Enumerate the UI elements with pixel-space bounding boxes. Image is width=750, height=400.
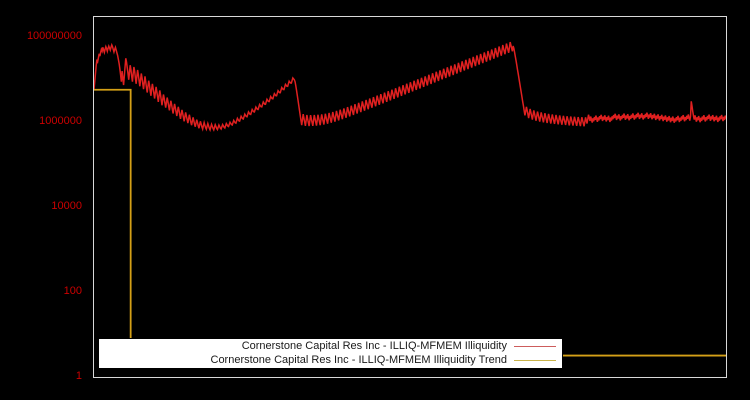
y-axis: 100000000 1000000 10000 100 1 (0, 0, 88, 400)
legend-swatch-illiquidity-trend (514, 360, 556, 361)
illiquidity-line (94, 41, 726, 133)
legend-entry-illiquidity-trend[interactable]: Cornerstone Capital Res Inc - ILLIQ-MFME… (99, 354, 562, 368)
y-axis-tick-label: 100000000 (26, 30, 82, 43)
series-plot (94, 41, 726, 357)
y-axis-tick-label: 10000 (51, 200, 82, 213)
plot-area (93, 16, 727, 378)
y-axis-tick-label: 1000000 (39, 115, 82, 128)
illiquidity-trend-line (94, 88, 726, 357)
y-axis-tick-label: 100 (63, 285, 82, 298)
legend-entry-illiquidity[interactable]: Cornerstone Capital Res Inc - ILLIQ-MFME… (99, 340, 562, 354)
legend-swatch-illiquidity (514, 346, 556, 347)
legend-label-illiquidity-trend: Cornerstone Capital Res Inc - ILLIQ-MFME… (210, 354, 508, 366)
legend-label-illiquidity: Cornerstone Capital Res Inc - ILLIQ-MFME… (241, 340, 507, 352)
y-axis-tick-label: 1 (75, 370, 82, 382)
chart-legend: Cornerstone Capital Res Inc - ILLIQ-MFME… (98, 338, 563, 369)
